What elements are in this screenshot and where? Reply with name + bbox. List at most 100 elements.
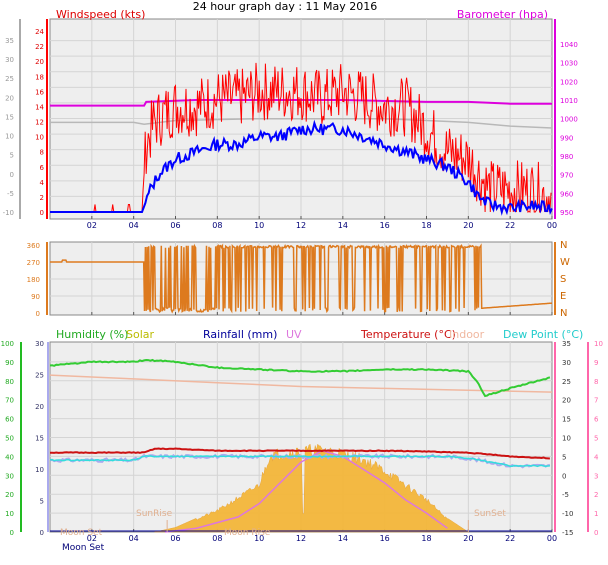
uv-tick-label: 4 <box>594 453 599 461</box>
barometer-tick-label: 1020 <box>560 78 578 86</box>
temperature-line <box>49 447 550 460</box>
grey-trace-line <box>50 117 553 129</box>
direction-tick-label: 0 <box>36 310 40 318</box>
x-tick-label: 18 <box>421 534 431 543</box>
windspeed-tick-label: 14 <box>35 103 44 111</box>
humidity-tick-label: 10 <box>5 510 14 518</box>
barometer-tick-label: 1010 <box>560 97 578 105</box>
x-tick-label: 22 <box>505 534 515 543</box>
temperature-tick-label: 15 <box>562 416 571 424</box>
outer-tick-label: -5 <box>7 190 14 198</box>
humidity-tick-label: 80 <box>5 378 14 386</box>
moonset-annotation: Moon Set <box>60 528 103 538</box>
solar-tick-label: 10 <box>35 466 44 474</box>
temperature-tick-label: -5 <box>562 491 569 499</box>
barometer-tick-label: 960 <box>560 190 573 198</box>
compass-tick-label: N <box>560 308 567 319</box>
dew-point-line <box>49 455 550 468</box>
rainfall-label: Rainfall (mm) <box>203 328 277 341</box>
barometer-tick-label: 970 <box>560 172 573 180</box>
solar-tick-label: 25 <box>35 372 44 380</box>
barometer-tick-label: 1030 <box>560 60 578 68</box>
humidity-tick-label: 50 <box>5 435 14 443</box>
windspeed-tick-label: 22 <box>35 43 44 51</box>
x-tick-label: 10 <box>254 221 264 230</box>
solar-tick-label: 20 <box>35 403 44 411</box>
sunrise-annotation: SunRise <box>136 509 173 519</box>
humidity-tick-label: 90 <box>5 359 14 367</box>
humidity-tick-label: 70 <box>5 397 14 405</box>
windspeed-tick-label: 10 <box>35 134 44 142</box>
humidity-tick-label: 30 <box>5 472 14 480</box>
uv-tick-label: 9 <box>594 359 598 367</box>
indoor-label: Indoor <box>449 328 485 341</box>
multi-series <box>49 358 553 533</box>
uv-tick-label: 5 <box>594 435 598 443</box>
barometer-label: Barometer (hpa) <box>457 8 548 21</box>
uv-tick-label: 2 <box>594 491 598 499</box>
compass-tick-label: N <box>560 240 567 251</box>
humidity-line <box>49 358 551 398</box>
direction-tick-label: 90 <box>31 293 40 301</box>
temperature-tick-label: 35 <box>562 340 571 348</box>
temperature-tick-label: 25 <box>562 378 571 386</box>
solar-tick-label: 0 <box>40 529 44 537</box>
windspeed-tick-label: 16 <box>35 88 44 96</box>
x-tick-label: 00 <box>547 534 557 543</box>
dew-point-label: Dew Point (°C) <box>503 328 583 341</box>
humidity-tick-label: 20 <box>5 491 14 499</box>
compass-tick-label: W <box>560 257 570 268</box>
direction-tick-label: 360 <box>27 242 40 250</box>
x-tick-label: 12 <box>296 534 306 543</box>
x-tick-label: 16 <box>380 221 390 230</box>
uv-tick-label: 6 <box>594 416 599 424</box>
windspeed-tick-label: 2 <box>40 194 44 202</box>
temperature-tick-label: -15 <box>562 529 573 537</box>
compass-tick-label: E <box>560 291 566 302</box>
outer-tick-label: 30 <box>5 56 14 64</box>
moonset-bottom-label: Moon Set <box>62 543 105 553</box>
temperature-tick-label: 10 <box>562 435 571 443</box>
sunset-annotation: SunSet <box>474 509 506 519</box>
solar-axis: 30 25 20 15 10 5 0 <box>35 340 49 537</box>
outer-tick-label: 35 <box>5 37 14 45</box>
humidity-tick-label: 0 <box>10 529 14 537</box>
x-tick-label: 10 <box>254 534 264 543</box>
direction-series <box>50 243 553 314</box>
wind-series <box>50 62 553 216</box>
x-tick-label: 20 <box>463 534 473 543</box>
average-wind-line <box>50 119 553 216</box>
temperature-label: Temperature (°C) <box>360 328 456 341</box>
humidity-tick-label: 60 <box>5 416 14 424</box>
x-tick-label: 08 <box>212 221 222 230</box>
multi-panel: 02 04 06 08 10 12 14 16 18 20 22 00 100908070605040… <box>1 328 603 553</box>
indoor-line <box>49 374 553 393</box>
outer-tick-label: 10 <box>5 133 14 141</box>
barometer-tick-label: 1000 <box>560 116 578 124</box>
x-tick-label: 14 <box>338 534 348 543</box>
windspeed-tick-label: 12 <box>35 119 44 127</box>
compass-tick-label: S <box>560 274 566 285</box>
uv-tick-label: 10 <box>594 340 603 348</box>
outer-tick-label: -10 <box>3 209 14 217</box>
x-tick-label: 00 <box>547 221 557 230</box>
temperature-tick-label: -10 <box>562 510 573 518</box>
direction-tick-label: 180 <box>27 276 40 284</box>
wind-panel: 02 04 06 08 10 12 14 16 18 20 22 00 242220181614121… <box>3 8 578 230</box>
barometer-axis: 1040 1030 1020 1010 1000 990 980 970 960 950 <box>554 19 578 219</box>
x-tick-label: 18 <box>421 221 431 230</box>
temperature-axis: 35 30 25 20 15 10 5 0 -5 -10 -15 <box>554 340 573 537</box>
x-tick-label: 08 <box>212 534 222 543</box>
solar-tick-label: 15 <box>35 435 44 443</box>
x-tick-label: 12 <box>296 221 306 230</box>
moonrise-annotation: Moon Rise <box>224 528 271 538</box>
temperature-tick-label: 30 <box>562 359 571 367</box>
x-tick-label: 20 <box>463 221 473 230</box>
barometer-tick-label: 980 <box>560 153 573 161</box>
